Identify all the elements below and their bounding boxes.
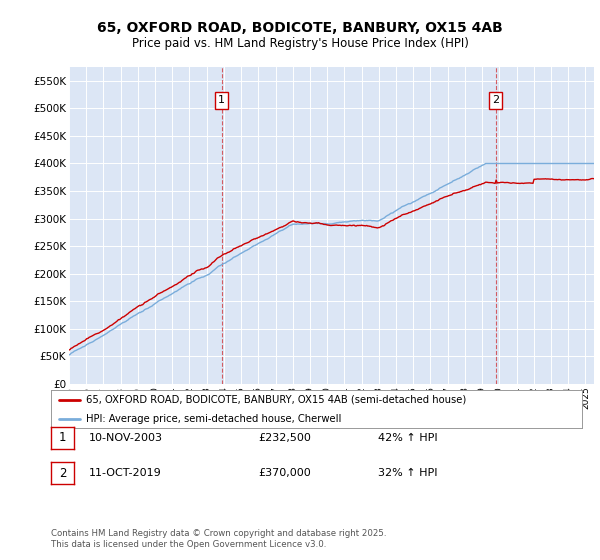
Text: £370,000: £370,000	[258, 468, 311, 478]
Text: 65, OXFORD ROAD, BODICOTE, BANBURY, OX15 4AB: 65, OXFORD ROAD, BODICOTE, BANBURY, OX15…	[97, 21, 503, 35]
Text: £232,500: £232,500	[258, 433, 311, 443]
Text: 32% ↑ HPI: 32% ↑ HPI	[378, 468, 437, 478]
Text: Price paid vs. HM Land Registry's House Price Index (HPI): Price paid vs. HM Land Registry's House …	[131, 37, 469, 50]
Text: 2: 2	[59, 466, 66, 480]
Text: 65, OXFORD ROAD, BODICOTE, BANBURY, OX15 4AB (semi-detached house): 65, OXFORD ROAD, BODICOTE, BANBURY, OX15…	[86, 395, 466, 405]
Text: 2: 2	[492, 95, 499, 105]
Text: 11-OCT-2019: 11-OCT-2019	[89, 468, 161, 478]
Text: 42% ↑ HPI: 42% ↑ HPI	[378, 433, 437, 443]
Text: Contains HM Land Registry data © Crown copyright and database right 2025.
This d: Contains HM Land Registry data © Crown c…	[51, 529, 386, 549]
Text: 1: 1	[218, 95, 225, 105]
Text: 10-NOV-2003: 10-NOV-2003	[89, 433, 163, 443]
Text: 1: 1	[59, 431, 66, 445]
Text: HPI: Average price, semi-detached house, Cherwell: HPI: Average price, semi-detached house,…	[86, 414, 341, 424]
